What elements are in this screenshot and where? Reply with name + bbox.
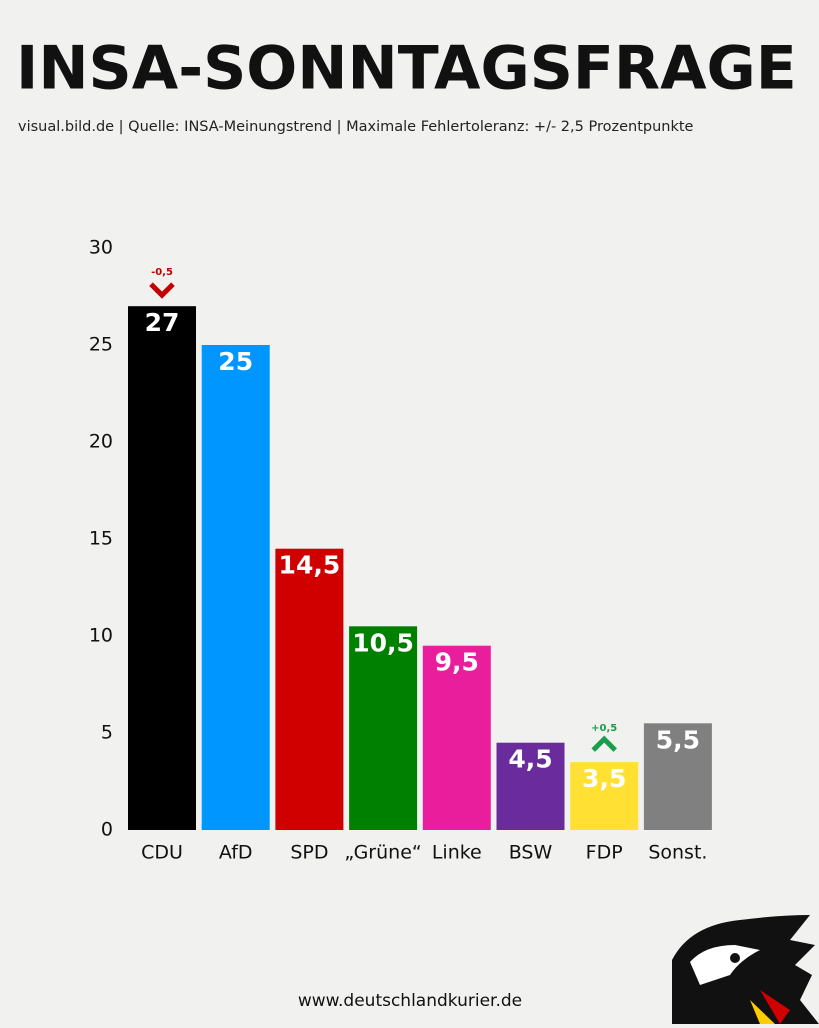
y-tick-label: 5 [101, 722, 113, 744]
footer: www.deutschlandkurier.de [298, 991, 522, 1011]
x-tick-label: FDP [586, 842, 623, 864]
y-tick-label: 0 [101, 819, 113, 841]
x-tick-label: CDU [141, 842, 183, 864]
change-label: -0,5 [151, 267, 173, 278]
value-label: 5,5 [656, 725, 700, 754]
bar [643, 723, 712, 830]
x-tick-label: „Grüne“ [344, 842, 421, 864]
y-tick-label: 20 [89, 431, 113, 453]
value-label: 14,5 [279, 551, 341, 580]
y-tick-label: 15 [89, 528, 113, 550]
value-label: 9,5 [435, 648, 479, 677]
value-label: 3,5 [582, 764, 626, 793]
change-arrow [149, 282, 175, 299]
chart-title: INSA-SONNTAGSFRAGE [16, 34, 797, 104]
y-tick-label: 25 [89, 334, 113, 356]
y-tick-label: 30 [89, 237, 113, 259]
chart-subtitle: visual.bild.de | Quelle: INSA-Meinungstr… [18, 119, 694, 135]
x-tick-label: BSW [509, 842, 553, 864]
bar [570, 762, 639, 830]
bar [201, 345, 270, 830]
eagle-logo [672, 915, 819, 1024]
bar [496, 742, 565, 830]
change-label: +0,5 [591, 723, 617, 734]
x-tick-label: SPD [290, 842, 328, 864]
value-label: 10,5 [352, 628, 414, 657]
x-tick-label: Linke [432, 842, 482, 864]
value-label: 4,5 [508, 745, 552, 774]
value-label: 27 [145, 308, 180, 337]
change-arrow [591, 735, 617, 752]
y-tick-label: 10 [89, 625, 113, 647]
bar [275, 548, 344, 830]
bar [349, 626, 418, 830]
x-tick-label: AfD [219, 842, 253, 864]
x-tick-label: Sonst. [648, 842, 707, 864]
value-label: 25 [218, 347, 253, 376]
bar [128, 306, 196, 830]
bar [422, 645, 491, 830]
